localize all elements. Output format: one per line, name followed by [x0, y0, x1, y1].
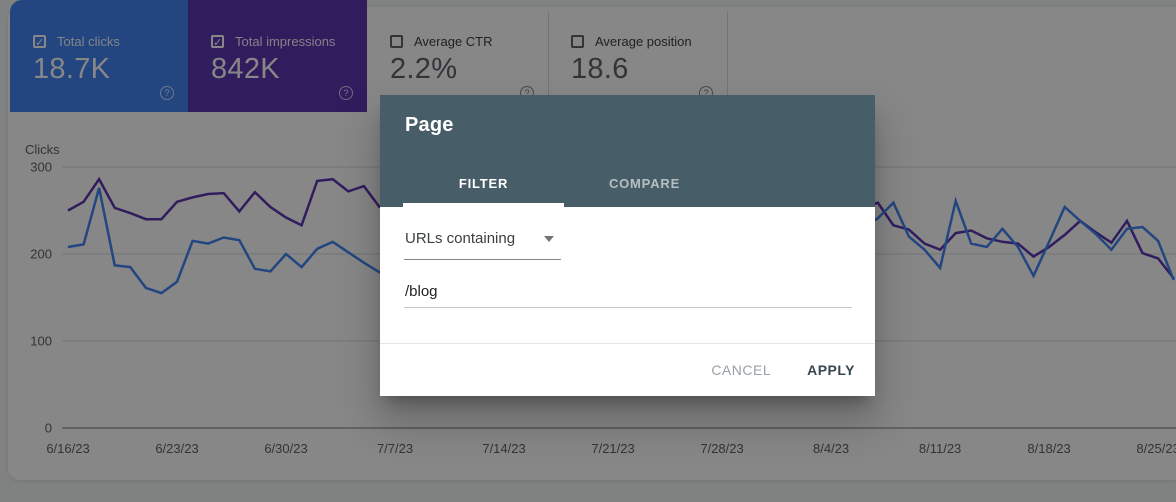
- card-divider: [548, 12, 549, 112]
- metric-value: 18.7K: [33, 53, 111, 85]
- x-tick-label: 7/14/23: [482, 441, 526, 456]
- x-tick-label: 6/16/23: [46, 441, 90, 456]
- metric-label: Average position: [595, 33, 692, 49]
- help-icon[interactable]: ?: [339, 86, 353, 100]
- y-tick-label: 100: [30, 333, 52, 349]
- y-tick-label: 300: [30, 159, 52, 175]
- metric-label: Average CTR: [414, 33, 493, 49]
- x-tick-label: 7/21/23: [591, 441, 635, 456]
- x-tick-label: 7/7/23: [376, 441, 414, 456]
- metric-card-total-impressions[interactable]: ✓ Total impressions 842K ?: [188, 0, 367, 112]
- tab-filter-label: FILTER: [458, 175, 509, 191]
- tab-filter[interactable]: FILTER: [403, 159, 564, 207]
- metric-value: 2.2%: [390, 53, 458, 85]
- cancel-button[interactable]: CANCEL: [711, 362, 772, 378]
- metric-label: Total clicks: [57, 33, 120, 49]
- x-tick-label: 6/23/23: [155, 441, 199, 456]
- metric-card-average-position[interactable]: Average position 18.6 ?: [548, 0, 727, 112]
- x-tick-label: 6/30/23: [264, 441, 308, 456]
- help-icon[interactable]: ?: [160, 86, 174, 100]
- metric-card-average-ctr[interactable]: Average CTR 2.2% ?: [367, 0, 548, 112]
- x-tick-label: 8/11/23: [918, 441, 962, 456]
- match-type-dropdown[interactable]: URLs containing: [404, 225, 561, 260]
- x-tick-label: 8/4/23: [812, 441, 850, 456]
- checkbox-total-clicks[interactable]: ✓: [33, 34, 46, 49]
- card-divider: [727, 12, 728, 112]
- dialog-title: Page: [405, 114, 454, 136]
- checkbox-average-position[interactable]: [571, 34, 584, 48]
- x-tick-label: 8/25/23: [1136, 441, 1176, 456]
- active-tab-indicator: [403, 203, 564, 207]
- metric-label: Total impressions: [235, 33, 336, 49]
- metric-value: 842K: [211, 53, 280, 85]
- dialog-footer: CANCEL APPLY: [380, 343, 875, 396]
- dialog-header: Page FILTER COMPARE: [380, 95, 875, 207]
- tab-compare[interactable]: COMPARE: [564, 159, 725, 207]
- dialog-tabs: FILTER COMPARE: [403, 159, 725, 207]
- page-filter-dialog: Page FILTER COMPARE URLs containing CANC…: [380, 95, 875, 396]
- y-tick-label: 0: [44, 420, 52, 436]
- x-tick-label: 7/28/23: [700, 441, 744, 456]
- tab-compare-label: COMPARE: [608, 175, 681, 191]
- x-tick-label: 8/18/23: [1027, 441, 1071, 456]
- metric-value: 18.6: [571, 53, 629, 85]
- url-filter-input[interactable]: [404, 275, 852, 308]
- checkbox-average-ctr[interactable]: [390, 34, 403, 48]
- y-axis-title: Clicks: [25, 142, 60, 157]
- checkbox-total-impressions[interactable]: ✓: [211, 34, 224, 49]
- match-type-selected-value: URLs containing: [405, 230, 516, 247]
- metric-card-total-clicks[interactable]: ✓ Total clicks 18.7K ?: [10, 0, 188, 112]
- y-tick-label: 200: [30, 246, 52, 262]
- apply-button[interactable]: APPLY: [807, 362, 855, 378]
- dropdown-arrow-icon: [544, 236, 554, 242]
